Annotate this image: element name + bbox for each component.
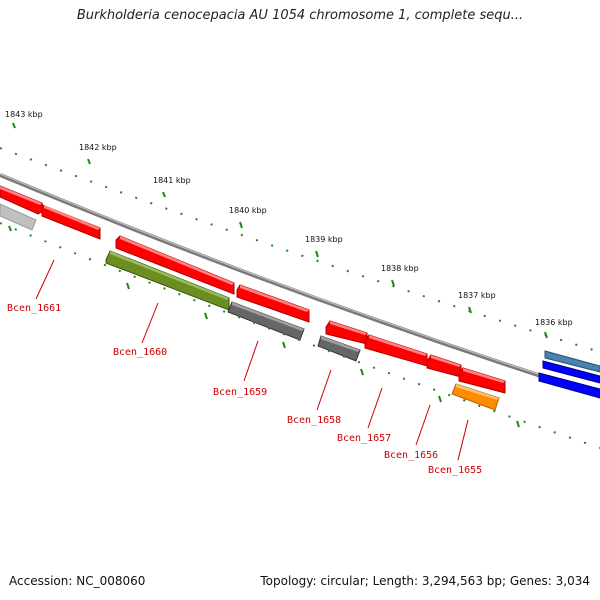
- outer-dots-path: [0, 147, 600, 353]
- kbp-label-1838: 1838 kbp: [381, 264, 419, 273]
- inner-tick-7: [516, 420, 520, 428]
- gene-feature-fwd-8-shine: [463, 368, 505, 383]
- inner-tick-4: [282, 341, 286, 349]
- gene-feature-fwd-6-shine: [369, 335, 427, 356]
- inner-tick-5: [360, 368, 364, 376]
- kbp-label-1841: 1841 kbp: [153, 176, 191, 185]
- tick-1837: [468, 306, 472, 314]
- tick-1840: [239, 221, 243, 229]
- gene-label-1655[interactable]: Bcen_1655: [428, 465, 482, 476]
- gene-label-1661[interactable]: Bcen_1661: [7, 303, 61, 314]
- tick-1842: [87, 158, 91, 165]
- tick-1841: [162, 191, 166, 198]
- gene-feature-fwd-4-shine: [240, 285, 309, 312]
- leader-1656: [415, 404, 431, 446]
- kbp-label-1840: 1840 kbp: [229, 206, 267, 215]
- leader-1655: [457, 419, 469, 461]
- kbp-label-1837: 1837 kbp: [458, 291, 496, 300]
- tick-1838: [391, 279, 395, 287]
- reverse-strand-features: [0, 203, 500, 411]
- chromosome-backbone: [0, 173, 600, 397]
- outer-scale-dots: [0, 147, 600, 353]
- leader-1657: [367, 387, 383, 429]
- gene-feature-rev-lightgray[interactable]: [0, 203, 37, 231]
- gene-label-1659[interactable]: Bcen_1659: [213, 387, 267, 398]
- gene-label-leaders: [35, 259, 469, 461]
- outer-major-ticks: [12, 122, 548, 339]
- leader-1661: [35, 259, 55, 300]
- gene-feature-fwd-1-shine: [0, 186, 42, 205]
- gene-feature-rev-orange-shine: [456, 384, 499, 400]
- gene-feature-fwd-5-shine: [330, 321, 367, 335]
- kbp-label-1836: 1836 kbp: [535, 318, 573, 327]
- gene-feature-fwd-2-shine: [44, 205, 100, 230]
- backbone-line: [0, 173, 600, 397]
- gene-feature-rev-olive-shine: [110, 251, 229, 300]
- tick-1836: [544, 331, 548, 339]
- tick-1839: [315, 250, 319, 258]
- kbp-label-1843: 1843 kbp: [5, 110, 43, 119]
- gene-feature-rev-olive[interactable]: [105, 250, 230, 311]
- gene-feature-fwd-7-shine: [431, 355, 461, 367]
- gene-feature-fwd-3[interactable]: [115, 235, 235, 295]
- inner-tick-6: [438, 395, 442, 403]
- gene-feature-rev-gray-2-shine: [321, 336, 360, 352]
- map-title: Burkholderia cenocepacia AU 1054 chromos…: [76, 8, 524, 23]
- inner-tick-1: [8, 225, 12, 232]
- gene-feature-fwd-blue-1[interactable]: [542, 360, 600, 384]
- gene-feature-fwd-8[interactable]: [458, 367, 506, 394]
- tick-1843: [12, 122, 16, 129]
- gene-label-1656[interactable]: Bcen_1656: [384, 450, 438, 461]
- inner-tick-3: [204, 312, 208, 320]
- gene-label-1658[interactable]: Bcen_1658: [287, 415, 341, 426]
- kbp-label-1842: 1842 kbp: [79, 143, 117, 152]
- gene-feature-fwd-steel[interactable]: [544, 350, 600, 373]
- accession-text: Accession: NC_008060: [9, 574, 146, 588]
- forward-strand-features: [0, 185, 600, 399]
- leader-1660: [141, 302, 159, 344]
- inner-tick-2: [126, 282, 130, 290]
- leader-1659: [243, 340, 259, 382]
- leader-1658: [316, 369, 332, 411]
- inner-scale-dots: [0, 222, 600, 449]
- gene-feature-fwd-6[interactable]: [364, 334, 428, 367]
- gene-feature-fwd-blue-2[interactable]: [538, 372, 600, 399]
- backbone-highlight: [0, 173, 600, 395]
- gene-label-1657[interactable]: Bcen_1657: [337, 433, 391, 444]
- kbp-label-1839: 1839 kbp: [305, 235, 343, 244]
- gene-feature-fwd-3-shine: [120, 236, 234, 285]
- gene-feature-rev-gray-1-shine: [232, 302, 304, 331]
- gene-label-1660[interactable]: Bcen_1660: [113, 347, 167, 358]
- topology-summary: Topology: circular; Length: 3,294,563 bp…: [260, 574, 590, 588]
- gene-feature-fwd-4[interactable]: [236, 284, 310, 323]
